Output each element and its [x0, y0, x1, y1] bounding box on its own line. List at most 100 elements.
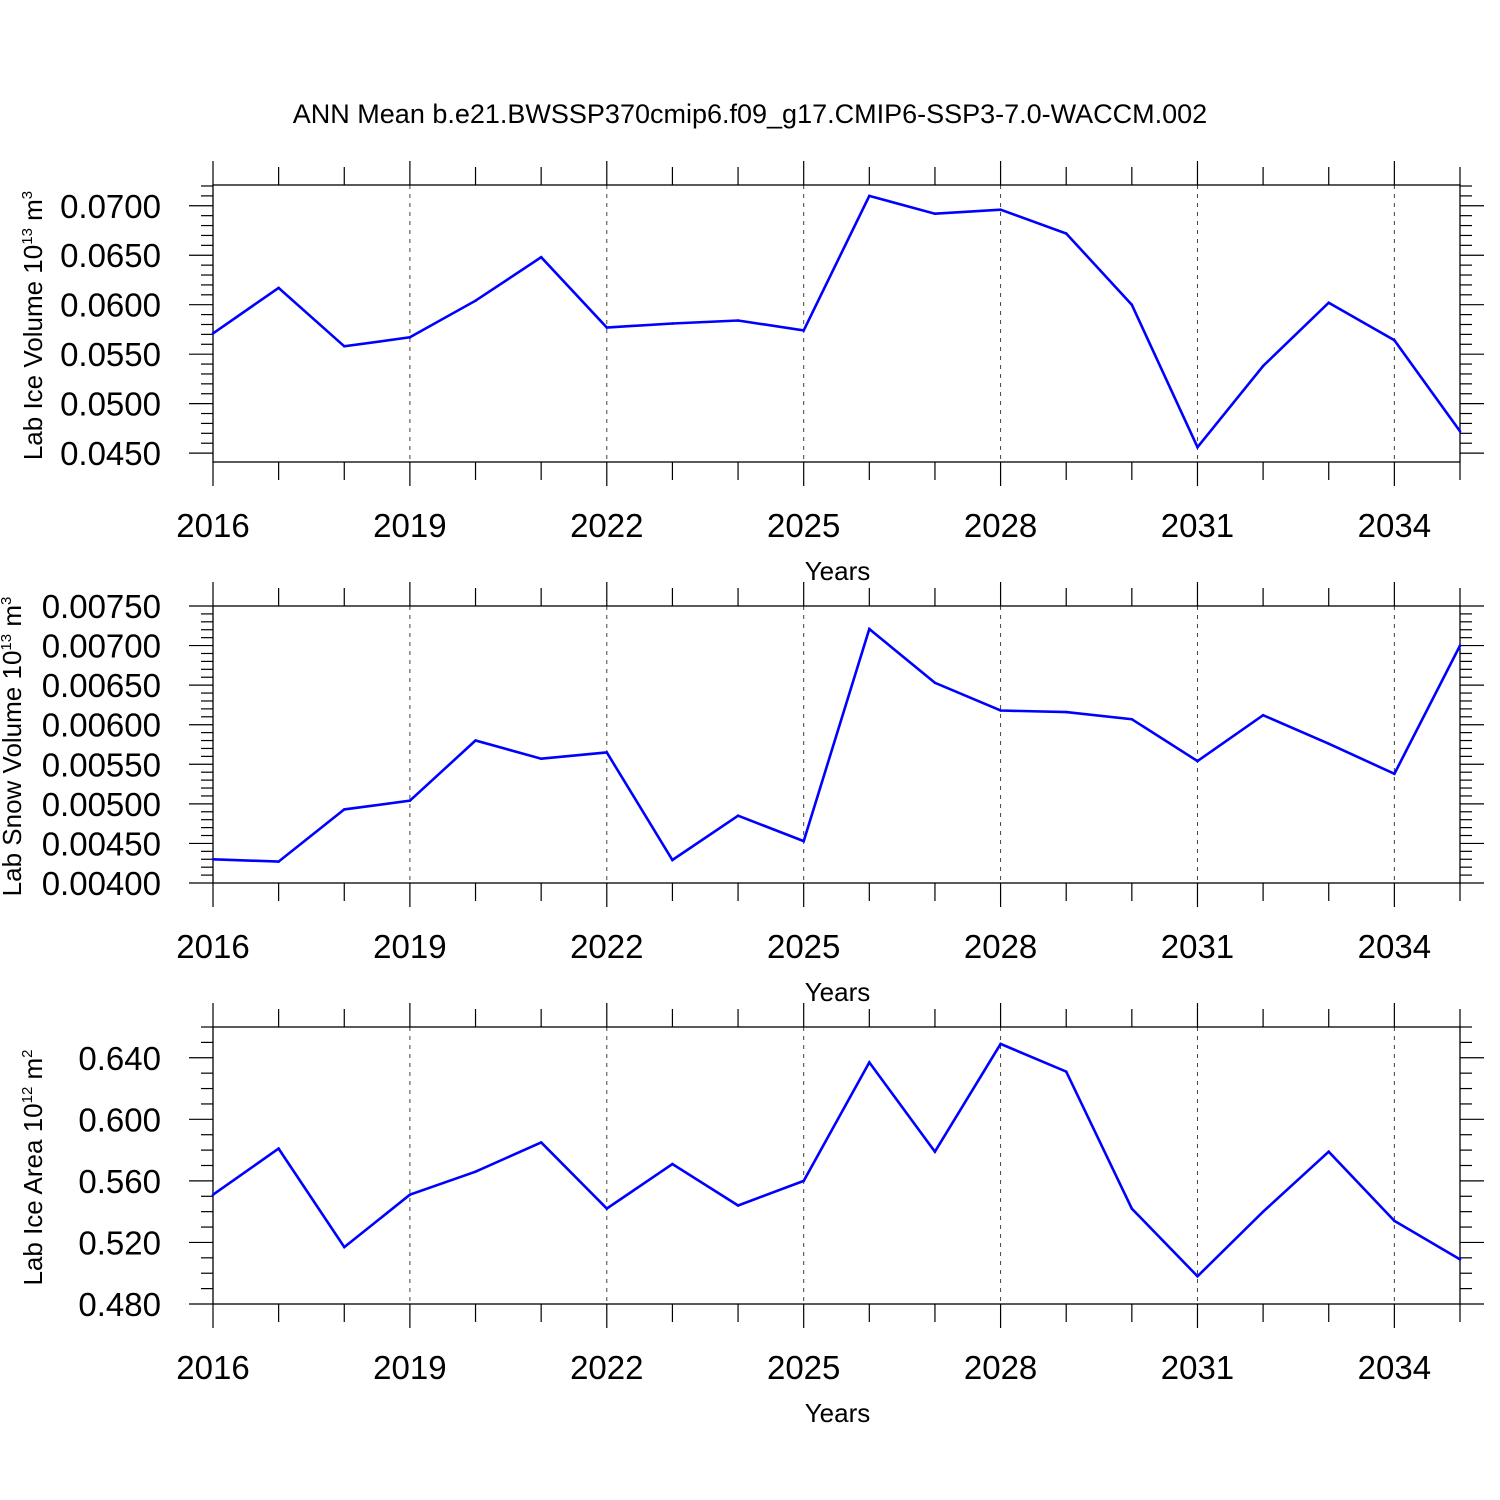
data-point [1130, 303, 1134, 307]
x-tick-label: 2034 [1358, 507, 1431, 544]
data-point [802, 329, 805, 332]
panel-ice-volume: 2016 2019 2022 2025 2028 2031 2034 0.0450 0.0500… [18, 161, 1484, 586]
y-axis-title-exponent: 13 [19, 228, 36, 245]
x-tick-label: 2019 [373, 1349, 446, 1386]
data-point [1196, 445, 1199, 449]
data-point [671, 1162, 674, 1166]
x-tick-label: 2025 [767, 507, 840, 544]
data-point [1458, 1258, 1462, 1261]
y-tick-label: 0.640 [78, 1040, 161, 1077]
y-axis-title: Lab Ice Volume 1013 m3 [18, 191, 48, 460]
data-point [605, 1207, 609, 1210]
x-tick-label: 2028 [964, 1349, 1037, 1386]
data-point [868, 627, 871, 631]
x-tick-label: 2034 [1358, 1349, 1431, 1386]
data-point [539, 1141, 543, 1144]
y-tick-label: 0.00450 [42, 825, 161, 862]
series-line-snow-volume [212, 626, 1462, 863]
data-point [736, 1204, 740, 1207]
data-point [933, 681, 937, 685]
y-axis-title-unit: m [18, 199, 48, 228]
data-point [605, 751, 609, 754]
data-point [1393, 772, 1396, 776]
data-point [211, 857, 215, 861]
data-point [1064, 710, 1068, 714]
x-tick-label: 2019 [373, 928, 446, 965]
x-tick-label: 2028 [964, 928, 1037, 965]
data-point [1458, 430, 1462, 433]
data-point [1327, 301, 1331, 305]
data-point [1393, 1219, 1396, 1223]
data-point [1064, 232, 1068, 235]
y-tick-label: 0.00650 [42, 667, 161, 704]
y-axis-title: Lab Ice Area 1012 m2 [18, 1049, 48, 1285]
y-axis-title-text: Lab Ice Volume 10 [18, 245, 48, 460]
data-point [342, 344, 346, 348]
data-point [1064, 1070, 1068, 1073]
data-point [736, 319, 740, 322]
x-tick-label: 2022 [570, 507, 643, 544]
y-tick-label: 0.0500 [60, 386, 161, 423]
y-tick-label: 0.00500 [42, 786, 161, 823]
x-tick-label: 2028 [964, 507, 1037, 544]
data-point [408, 799, 412, 802]
data-point [277, 860, 280, 863]
y-tick-label: 0.00750 [42, 588, 161, 625]
data-point [736, 814, 740, 818]
data-point [999, 709, 1002, 712]
x-tick-label: 2016 [176, 1349, 249, 1386]
x-tick-label: 2019 [373, 507, 446, 544]
y-tick-label: 0.00700 [42, 628, 161, 665]
y-tick-label: 0.0600 [60, 287, 161, 324]
plot-frame [212, 184, 1461, 463]
y-tick-label: 0.600 [78, 1101, 161, 1138]
data-point [408, 1193, 412, 1197]
data-point [671, 858, 674, 862]
data-point [211, 332, 215, 335]
panel-ice-area: 2016 2019 2022 2025 2028 2031 2034 0.480 0.520 0.… [18, 1003, 1484, 1428]
data-point [1261, 364, 1265, 368]
x-tick-label: 2031 [1161, 507, 1234, 544]
x-tick-label: 2016 [176, 928, 249, 965]
x-tick-label: 2031 [1161, 1349, 1234, 1386]
data-point [671, 322, 674, 325]
y-tick-label: 0.00550 [42, 746, 161, 783]
data-point [277, 286, 280, 290]
x-axis-title: Years [805, 556, 871, 586]
series-line-ice-area [212, 1042, 1461, 1279]
y-axis-title-unit-exponent: 3 [19, 191, 36, 199]
data-point [1196, 1275, 1199, 1278]
y-tick-label: 0.0550 [60, 336, 161, 373]
y-axis-title: Lab Snow Volume 1013 m3 [0, 597, 27, 897]
y-tick-label: 0.0650 [60, 237, 161, 274]
y-tick-label: 0.00600 [42, 707, 161, 744]
y-tick-label: 0.520 [78, 1224, 161, 1261]
x-axis-title: Years [805, 1398, 871, 1428]
y-tick-label: 0.0700 [60, 188, 161, 225]
data-point [605, 326, 609, 329]
x-axis-title: Years [805, 977, 871, 1007]
plot-frame [212, 605, 1461, 884]
data-point [408, 336, 412, 339]
figure-title: ANN Mean b.e21.BWSSP370cmip6.f09_g17.CMI… [293, 99, 1207, 129]
data-point [211, 1193, 215, 1197]
data-point [342, 808, 346, 811]
panel-snow-volume: 2016 2019 2022 2025 2028 2031 2034 0.004000.004… [0, 582, 1484, 1007]
data-point [868, 1061, 871, 1064]
y-axis-title-text: Lab Ice Area 10 [18, 1103, 48, 1285]
data-point [1130, 717, 1134, 721]
data-point [933, 212, 937, 215]
y-axis-title-unit-exponent: 3 [0, 597, 15, 605]
data-point [1458, 644, 1462, 647]
x-tick-label: 2016 [176, 507, 249, 544]
x-tick-label: 2034 [1358, 928, 1431, 965]
data-point [474, 739, 477, 742]
x-tick-label: 2025 [767, 928, 840, 965]
data-point [1327, 742, 1331, 746]
data-point [933, 1150, 937, 1153]
y-axis-title-exponent: 12 [19, 1087, 36, 1104]
data-point [1130, 1207, 1134, 1210]
y-tick-label: 0.480 [78, 1286, 161, 1323]
data-point [999, 1042, 1002, 1046]
